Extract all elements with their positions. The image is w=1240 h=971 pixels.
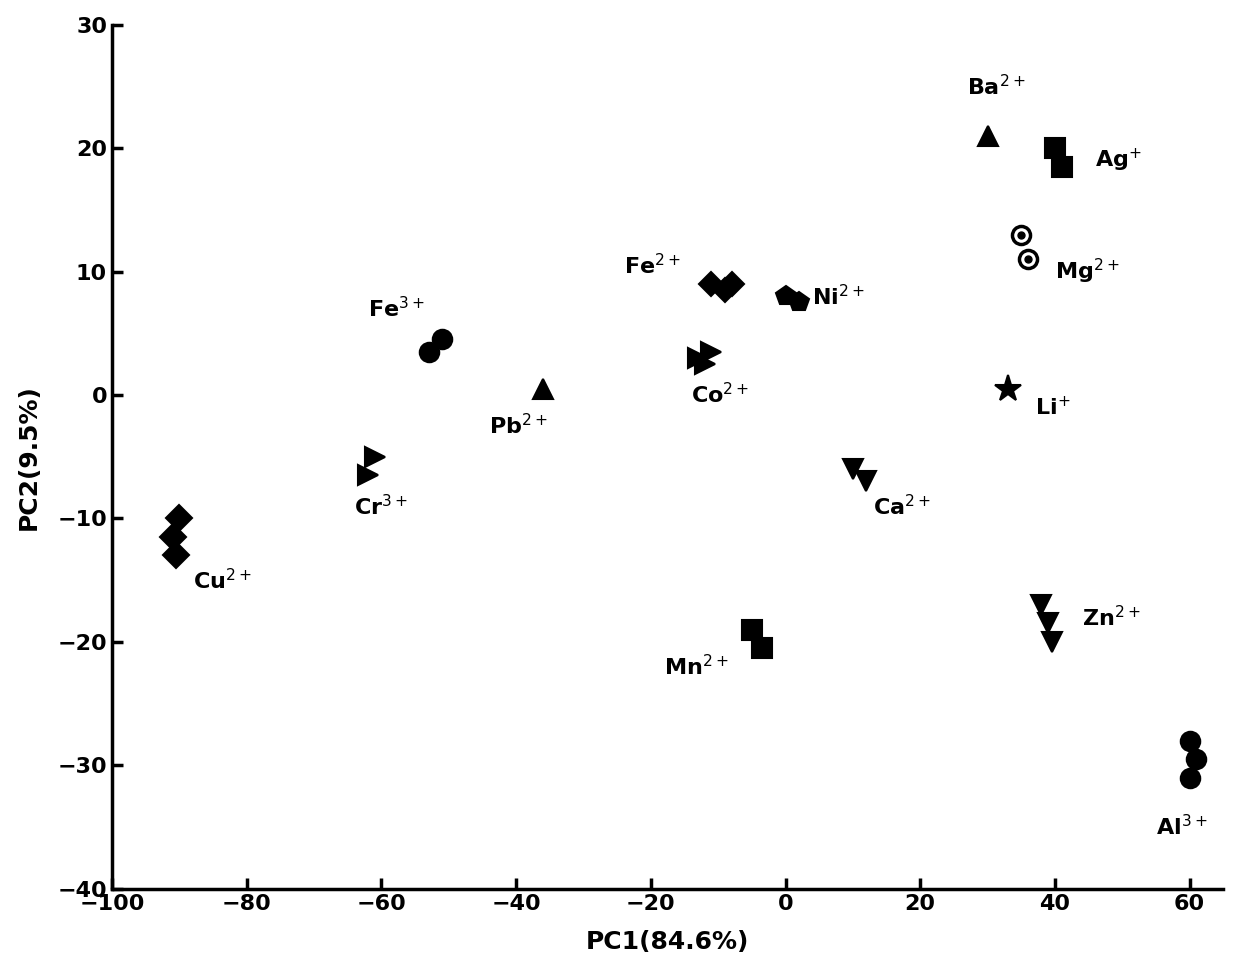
Text: Mn$^{2+}$: Mn$^{2+}$ — [665, 654, 729, 679]
Text: Ni$^{2+}$: Ni$^{2+}$ — [812, 284, 866, 309]
Text: Fe$^{2+}$: Fe$^{2+}$ — [624, 252, 681, 278]
Text: Li$^{+}$: Li$^{+}$ — [1034, 396, 1070, 419]
Text: Fe$^{3+}$: Fe$^{3+}$ — [368, 296, 425, 321]
Text: Mg$^{2+}$: Mg$^{2+}$ — [1055, 257, 1120, 286]
Text: Co$^{2+}$: Co$^{2+}$ — [691, 383, 749, 408]
Text: Ca$^{2+}$: Ca$^{2+}$ — [873, 493, 931, 519]
Text: Cu$^{2+}$: Cu$^{2+}$ — [192, 568, 252, 592]
Text: Pb$^{2+}$: Pb$^{2+}$ — [489, 414, 548, 439]
Text: Ag$^{+}$: Ag$^{+}$ — [1095, 147, 1142, 174]
Y-axis label: PC2(9.5%): PC2(9.5%) — [16, 384, 41, 529]
Text: Al$^{3+}$: Al$^{3+}$ — [1156, 815, 1208, 840]
Text: Ba$^{2+}$: Ba$^{2+}$ — [967, 74, 1025, 99]
Text: Zn$^{2+}$: Zn$^{2+}$ — [1081, 605, 1141, 630]
X-axis label: PC1(84.6%): PC1(84.6%) — [587, 930, 749, 954]
Text: Cr$^{3+}$: Cr$^{3+}$ — [355, 493, 408, 519]
